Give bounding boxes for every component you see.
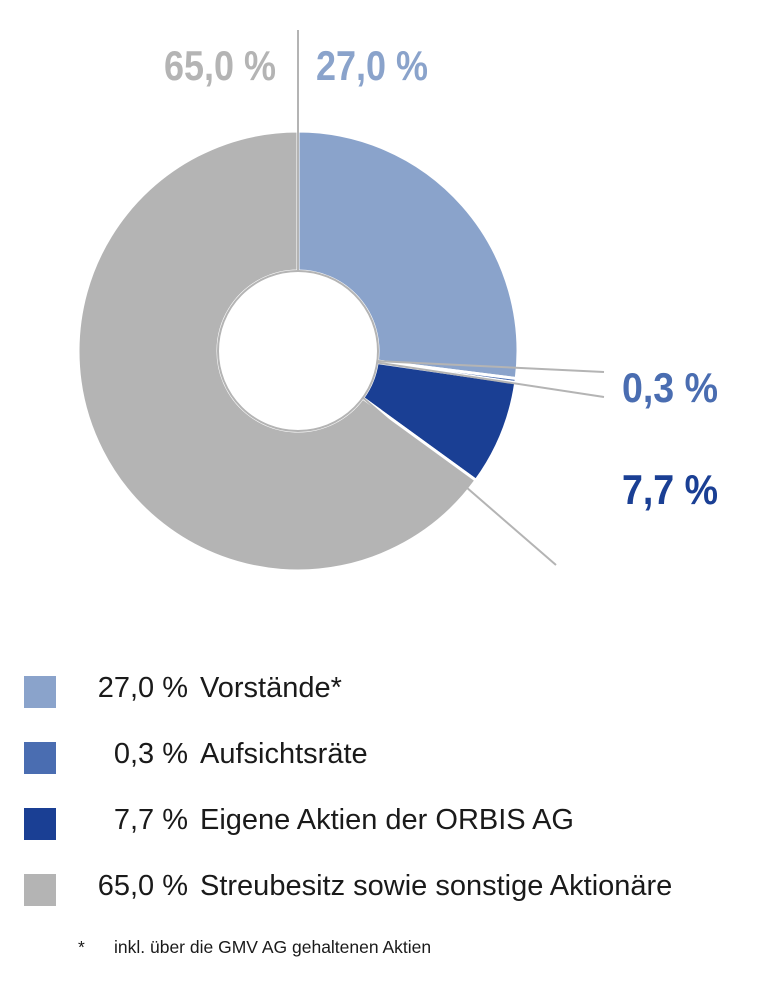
legend-pct-streubesitz: 65,0 % [97, 870, 188, 902]
legend-label-streubesitz: Streubesitz sowie sonstige Aktionäre [200, 870, 673, 902]
legend-item-streubesitz: 65,0 % Streubesitz sowie sonstige Aktion… [24, 862, 774, 928]
legend: 27,0 % Vorstände* 0,3 % Aufsichtsräte 7,… [24, 664, 774, 928]
leader-line-aufsichtsraete-b [377, 361, 605, 398]
legend-swatch-vorstaende [24, 676, 56, 708]
pct-label-eigene-aktien: 7,7 % [622, 466, 718, 513]
pct-label-vorstaende: 27,0 % [316, 42, 428, 89]
pct-label-aufsichtsraete: 0,3 % [622, 364, 718, 411]
legend-item-vorstaende: 27,0 % Vorstände* [24, 664, 774, 730]
legend-pct-aufsichtsraete: 0,3 % [113, 738, 188, 770]
legend-item-eigene-aktien: 7,7 % Eigene Aktien der ORBIS AG [24, 796, 774, 862]
legend-label-vorstaende: Vorstände* [200, 672, 342, 704]
footnote-mark: * [78, 937, 85, 957]
leader-line-aufsichtsraete-a [377, 360, 605, 373]
footnote-text: inkl. über die GMV AG gehaltenen Aktien [114, 937, 432, 957]
legend-label-aufsichtsraete: Aufsichtsräte [200, 738, 368, 770]
legend-item-aufsichtsraete: 0,3 % Aufsichtsräte [24, 730, 774, 796]
footnote: * inkl. über die GMV AG gehaltenen Aktien [78, 937, 431, 958]
pct-label-streubesitz: 65,0 % [164, 42, 276, 89]
legend-swatch-eigene-aktien [24, 808, 56, 840]
donut-hole [217, 270, 379, 432]
leader-line-eigene-aktien [362, 396, 557, 566]
legend-pct-vorstaende: 27,0 % [97, 672, 188, 704]
legend-label-eigene-aktien: Eigene Aktien der ORBIS AG [200, 804, 574, 836]
legend-swatch-streubesitz [24, 874, 56, 906]
donut-chart: 27,0 % 0,3 % 7,7 % 65,0 % [76, 30, 718, 573]
legend-swatch-aufsichtsraete [24, 742, 56, 774]
legend-pct-eigene-aktien: 7,7 % [113, 804, 188, 836]
